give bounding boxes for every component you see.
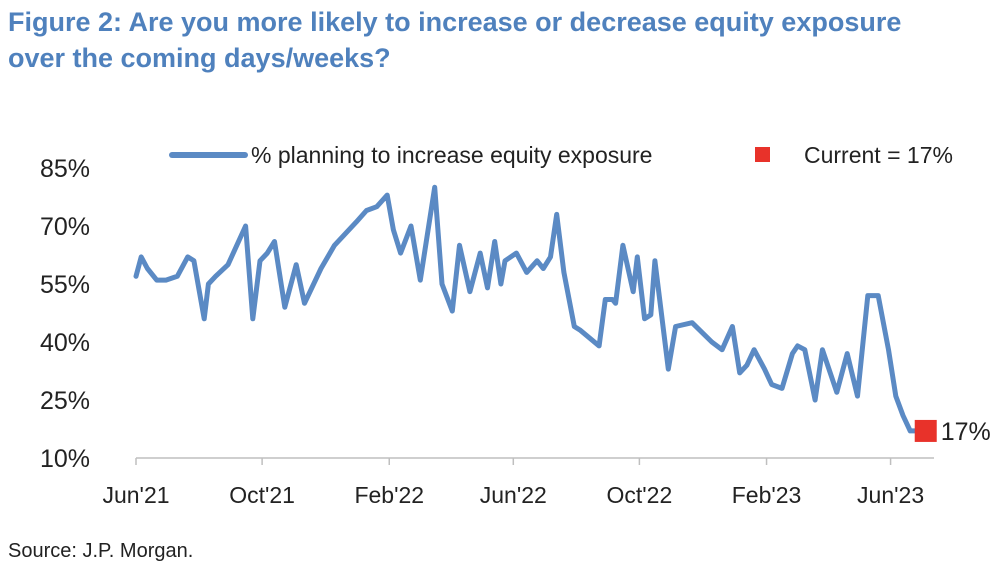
current-marker	[914, 419, 937, 442]
y-tick-label: 55%	[40, 271, 90, 299]
x-tick-label: Feb'23	[732, 482, 802, 508]
x-tick-label: Oct'21	[229, 482, 295, 508]
chart-title: Figure 2: Are you more likely to increas…	[8, 4, 993, 76]
y-axis-ticks: 85% 70% 55% 40% 25% 10%	[40, 155, 90, 473]
y-tick-label: 85%	[40, 155, 90, 183]
x-tick-label: Feb'22	[354, 482, 424, 508]
chart-title-line-1: Figure 2: Are you more likely to increas…	[8, 7, 902, 37]
x-axis: Jun'21 Oct'21 Feb'22 Jun'22 Oct'22 Feb'23 Jun'…	[102, 457, 934, 508]
series-line-equity-exposure	[133, 184, 930, 434]
series-layer: 17%	[133, 184, 991, 446]
legend-current-swatch	[755, 147, 770, 162]
x-tick-label: Oct'22	[607, 482, 673, 508]
legend-current-label: Current = 17%	[804, 142, 953, 168]
y-tick-label: 40%	[40, 329, 90, 357]
current-value-label: 17%	[941, 418, 991, 446]
chart-title-line-2: over the coming days/weeks?	[8, 43, 391, 73]
x-tick-label: Jun'21	[102, 482, 169, 508]
legend-series-label: % planning to increase equity exposure	[251, 142, 652, 168]
x-tick-label: Jun'23	[857, 482, 924, 508]
y-tick-label: 10%	[40, 445, 90, 473]
y-tick-label: 70%	[40, 213, 90, 241]
x-tick-label: Jun'22	[480, 482, 547, 508]
source-note: Source: J.P. Morgan.	[8, 540, 194, 562]
y-tick-label: 25%	[40, 387, 90, 415]
legend: % planning to increase equity exposure C…	[169, 142, 953, 168]
